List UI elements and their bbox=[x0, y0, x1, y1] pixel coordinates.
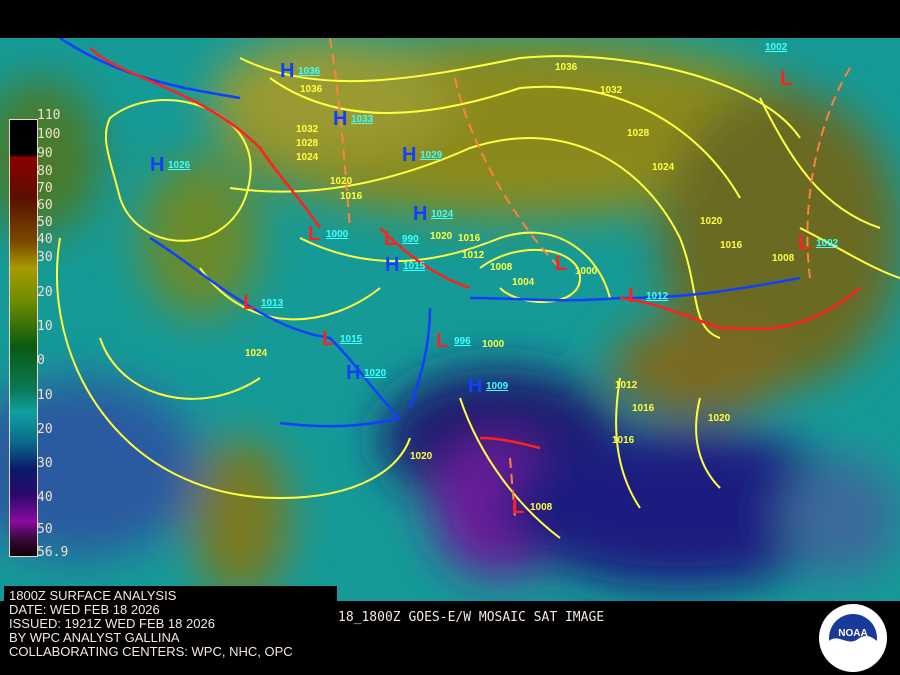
colorbar-tick: 70 bbox=[37, 181, 53, 196]
high-value: 1009 bbox=[486, 381, 509, 392]
high-value: 1033 bbox=[351, 114, 374, 125]
noaa-logo: NOAA bbox=[819, 604, 887, 672]
isobar-label: 1016 bbox=[458, 233, 481, 244]
isobar-label: 1000 bbox=[482, 339, 505, 350]
colorbar-tick: 0 bbox=[37, 353, 45, 368]
svg-text:NOAA: NOAA bbox=[838, 628, 867, 639]
troughs bbox=[329, 38, 851, 519]
high-pressure-center: H bbox=[413, 203, 428, 225]
low-pressure-center: L bbox=[512, 496, 525, 518]
isobar-label: 1020 bbox=[430, 231, 453, 242]
isobar-label: 1036 bbox=[555, 62, 578, 73]
high-pressure-center: H bbox=[333, 108, 348, 130]
low-value: 1015 bbox=[340, 334, 363, 345]
isobar-label: 1024 bbox=[652, 162, 675, 173]
warm-fronts bbox=[89, 47, 861, 450]
high-value: 1020 bbox=[364, 368, 387, 379]
low-pressure-center: L bbox=[322, 328, 335, 350]
colorbar-tick: 40 bbox=[37, 490, 53, 505]
satellite-image bbox=[0, 38, 900, 601]
high-pressure-center: H bbox=[280, 60, 295, 82]
high-pressure-center: H bbox=[402, 144, 417, 166]
colorbar-tick: 10 bbox=[37, 319, 53, 334]
low-pressure-center: L bbox=[780, 68, 793, 90]
isobar-label: 1016 bbox=[612, 435, 635, 446]
low-value: 1002 bbox=[765, 42, 788, 53]
isobar-label: 1024 bbox=[296, 152, 319, 163]
low-pressure-center: L bbox=[555, 253, 568, 275]
high-pressure-center: H bbox=[346, 362, 361, 384]
low-value: 996 bbox=[454, 336, 471, 347]
isobar-label: 1028 bbox=[296, 138, 319, 149]
colorbar-tick: 50 bbox=[37, 522, 53, 537]
analysis-title: 1800Z SURFACE ANALYSIS bbox=[9, 588, 177, 603]
isobar-label: 1036 bbox=[300, 84, 323, 95]
high-value: 1036 bbox=[298, 66, 321, 77]
colorbar-tick: 100 bbox=[37, 127, 61, 142]
low-value: 1008 bbox=[530, 502, 553, 513]
colorbar-tick: 20 bbox=[37, 285, 53, 300]
analyst: BY WPC ANALYST GALLINA bbox=[9, 630, 180, 645]
issued-time: ISSUED: 1921Z WED FEB 18 2026 bbox=[9, 616, 215, 631]
isobar-label: 1024 bbox=[245, 348, 268, 359]
colorbar-tick: 50 bbox=[37, 215, 53, 230]
colorbar-tick: 60 bbox=[37, 198, 53, 213]
isobar-label: 1016 bbox=[720, 240, 743, 251]
collaborating-centers: COLLABORATING CENTERS: WPC, NHC, OPC bbox=[9, 644, 293, 659]
high-value: 1026 bbox=[168, 160, 191, 171]
isobar-label: 1012 bbox=[615, 380, 638, 391]
colorbar-tick: 30 bbox=[37, 456, 53, 471]
high-value: 1024 bbox=[431, 209, 454, 220]
isobar-label: 1020 bbox=[330, 176, 353, 187]
isobar-label: 1012 bbox=[462, 250, 485, 261]
isobar-label: 1016 bbox=[632, 403, 655, 414]
isobar-label: 1032 bbox=[600, 85, 623, 96]
colorbar-tick: 40 bbox=[37, 232, 53, 247]
isobar-label: 1008 bbox=[490, 262, 513, 273]
low-pressure-center: L bbox=[384, 228, 397, 250]
low-value: 1012 bbox=[646, 291, 669, 302]
colorbar-tick: 80 bbox=[37, 164, 53, 179]
low-pressure-center: L bbox=[243, 292, 256, 314]
low-value: 1000 bbox=[326, 229, 349, 240]
analysis-info-block: 1800Z SURFACE ANALYSIS DATE: WED FEB 18 … bbox=[4, 586, 337, 675]
temperature-colorbar bbox=[9, 119, 38, 557]
low-pressure-center: L bbox=[628, 285, 641, 307]
satellite-image-label: 18_1800Z GOES-E/W MOSAIC SAT IMAGE bbox=[338, 610, 605, 625]
low-pressure-center: L bbox=[308, 223, 321, 245]
isobar-label: 1020 bbox=[700, 216, 723, 227]
low-value: 1002 bbox=[816, 238, 839, 249]
colorbar-tick: 110 bbox=[37, 108, 61, 123]
low-pressure-center: L bbox=[436, 330, 449, 352]
high-pressure-center: H bbox=[468, 375, 483, 397]
isobar-label: 1016 bbox=[340, 191, 363, 202]
colorbar-tick: 10 bbox=[37, 388, 53, 403]
low-pressure-center: L bbox=[798, 232, 811, 254]
analysis-date: DATE: WED FEB 18 2026 bbox=[9, 602, 160, 617]
isobar-label: 1028 bbox=[627, 128, 650, 139]
isobar-label: 1008 bbox=[772, 253, 795, 264]
colorbar-tick: 90 bbox=[37, 146, 53, 161]
isobar-label: 1020 bbox=[708, 413, 731, 424]
high-pressure-center: H bbox=[385, 254, 400, 276]
isobars bbox=[56, 55, 900, 539]
low-value: 990 bbox=[402, 234, 419, 245]
low-value: 1013 bbox=[261, 298, 284, 309]
colorbar-tick: 56.9 bbox=[37, 545, 69, 560]
high-pressure-center: H bbox=[150, 154, 165, 176]
colorbar-tick: 20 bbox=[37, 422, 53, 437]
colorbar-tick: 30 bbox=[37, 250, 53, 265]
high-value: 1015 bbox=[403, 261, 426, 272]
isobar-label: 1004 bbox=[512, 277, 535, 288]
isobar-label: 1032 bbox=[296, 124, 319, 135]
high-value: 1029 bbox=[420, 150, 443, 161]
low-value: 1000 bbox=[575, 266, 598, 277]
isobar-label: 1020 bbox=[410, 451, 433, 462]
